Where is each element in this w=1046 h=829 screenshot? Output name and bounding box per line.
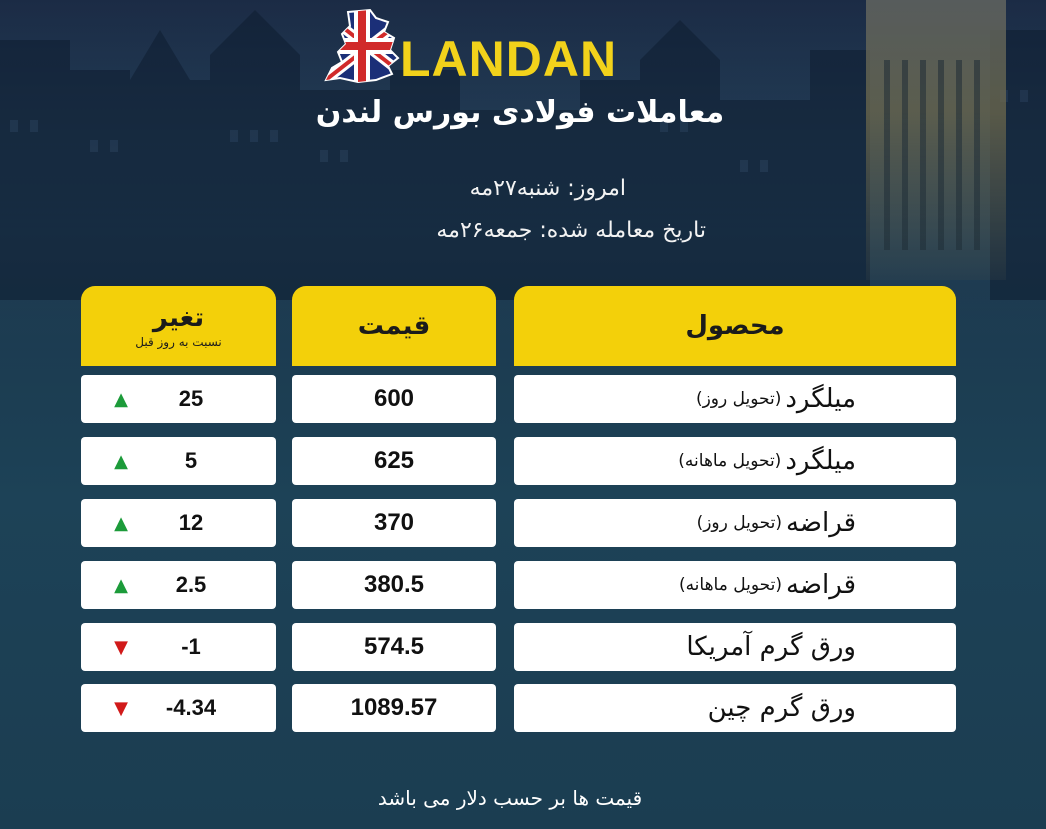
city-skyline-image <box>0 10 1046 300</box>
column-header-price: قیمت <box>292 286 496 366</box>
product-note: (تحویل ماهانه) <box>678 575 782 595</box>
change-cell: ▲ 5 <box>81 437 276 485</box>
change-value: -4.34 <box>165 695 217 720</box>
change-value: 2.5 <box>175 572 207 597</box>
up-arrow-icon: ▲ <box>114 450 128 472</box>
change-cell: ▼ -1 <box>81 623 276 671</box>
product-note: (تحویل روز) <box>696 513 782 533</box>
product-name: قراضه <box>785 508 856 538</box>
product-cell: ورق گرم چین <box>514 684 956 732</box>
uk-flag-logo-icon <box>324 8 400 84</box>
product-cell: قراضه (تحویل روز) <box>514 499 956 547</box>
table-row: ▲ 5 625 میلگرد (تحویل ماهانه) <box>0 437 1046 485</box>
column-header-price-label: قیمت <box>357 311 431 341</box>
price-cell: 380.5 <box>292 561 496 609</box>
change-value: 5 <box>184 448 198 473</box>
change-value: 25 <box>178 386 204 411</box>
price-cell: 370 <box>292 499 496 547</box>
price-cell: 600 <box>292 375 496 423</box>
product-cell: ورق گرم آمریکا <box>514 623 956 671</box>
down-arrow-icon: ▼ <box>114 697 128 719</box>
table-row: ▼ -1 574.5 ورق گرم آمریکا <box>0 623 1046 671</box>
price-cell: 1089.57 <box>292 684 496 732</box>
column-header-change: تغیر نسبت به روز قبل <box>81 286 276 366</box>
down-arrow-icon: ▼ <box>114 636 128 658</box>
clock-tower-image <box>866 0 1006 280</box>
product-cell: قراضه (تحویل ماهانه) <box>514 561 956 609</box>
column-header-change-sublabel: نسبت به روز قبل <box>135 335 222 349</box>
product-cell: میلگرد (تحویل ماهانه) <box>514 437 956 485</box>
price-cell: 625 <box>292 437 496 485</box>
table-row: ▼ -4.34 1089.57 ورق گرم چین <box>0 684 1046 732</box>
product-note: (تحویل ماهانه) <box>678 451 782 471</box>
product-cell: میلگرد (تحویل روز) <box>514 375 956 423</box>
table-row: ▲ 25 600 میلگرد (تحویل روز) <box>0 375 1046 423</box>
change-cell: ▼ -4.34 <box>81 684 276 732</box>
footer-note: قیمت ها بر حسب دلار می باشد <box>377 786 643 810</box>
change-cell: ▲ 12 <box>81 499 276 547</box>
up-arrow-icon: ▲ <box>114 512 128 534</box>
brand-name: LANDAN <box>400 31 618 87</box>
table-row: ▲ 2.5 380.5 قراضه (تحویل ماهانه) <box>0 561 1046 609</box>
trade-date: تاریخ معامله شده: جمعه۲۶مه <box>436 218 706 243</box>
page-title: معاملات فولادی بورس لندن <box>315 95 725 130</box>
change-value: -1 <box>181 634 201 659</box>
change-value: 12 <box>178 510 204 535</box>
column-header-change-label: تغیر <box>152 303 205 333</box>
column-header-product: محصول <box>514 286 956 366</box>
price-cell: 574.5 <box>292 623 496 671</box>
product-name: میلگرد <box>785 384 856 414</box>
product-name: ورق گرم چین <box>707 693 856 723</box>
up-arrow-icon: ▲ <box>114 574 128 596</box>
today-date: امروز: شنبه۲۷مه <box>469 176 626 201</box>
table-row: ▲ 12 370 قراضه (تحویل روز) <box>0 499 1046 547</box>
change-cell: ▲ 25 <box>81 375 276 423</box>
product-note: (تحویل روز) <box>695 389 782 409</box>
up-arrow-icon: ▲ <box>114 388 128 410</box>
column-header-product-label: محصول <box>685 311 785 341</box>
product-name: ورق گرم آمریکا <box>686 632 856 662</box>
change-cell: ▲ 2.5 <box>81 561 276 609</box>
product-name: قراضه <box>785 570 856 600</box>
product-name: میلگرد <box>785 446 856 476</box>
